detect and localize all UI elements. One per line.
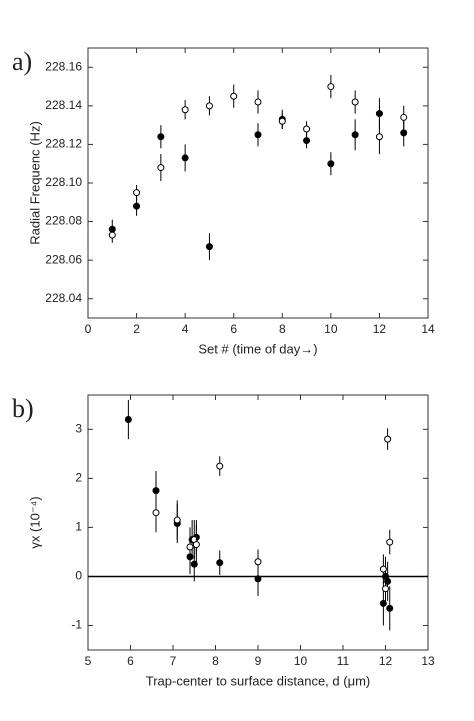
point (351, 98, 359, 106)
y-axis-label: Radial Frequenc (Hz) (27, 121, 42, 245)
y-tick-label: 1 (75, 520, 82, 534)
x-tick-label: 0 (85, 322, 92, 336)
x-axis-label: Trap-center to surface distance, d (μm) (146, 673, 370, 688)
point (157, 133, 165, 141)
x-tick-label: 10 (294, 654, 308, 668)
point (351, 131, 359, 139)
point (327, 160, 335, 168)
x-tick-label: 6 (127, 654, 134, 668)
x-tick-label: 7 (170, 654, 177, 668)
point (400, 113, 408, 121)
point (278, 117, 286, 125)
point (386, 538, 394, 546)
point (230, 92, 238, 100)
point (254, 575, 262, 583)
y-axis-label: γx (10⁻⁴) (27, 496, 42, 548)
y-tick-label: 228.16 (45, 59, 82, 73)
point (382, 585, 389, 593)
y-tick-label: 228.08 (45, 214, 82, 228)
point (152, 487, 160, 495)
x-tick-label: 14 (421, 322, 435, 336)
plot-frame (87, 394, 429, 651)
point (379, 565, 387, 573)
y-tick-label: 2 (75, 471, 82, 485)
y-tick-label: 228.04 (45, 291, 82, 305)
x-tick-label: 4 (182, 322, 189, 336)
point (186, 543, 194, 551)
x-tick-label: 2 (133, 322, 140, 336)
point (152, 509, 160, 517)
y-tick-label: 228.12 (45, 137, 82, 151)
point (108, 231, 116, 239)
point (157, 164, 165, 172)
point (133, 189, 141, 197)
point (303, 125, 311, 133)
x-tick-label: 5 (85, 654, 92, 668)
point (384, 577, 392, 585)
x-tick-label: 13 (421, 654, 435, 668)
point (400, 129, 408, 137)
panel-label: a) (12, 47, 32, 76)
y-tick-label: -1 (71, 618, 82, 632)
point (205, 243, 213, 251)
point (181, 106, 189, 114)
point (173, 516, 181, 524)
y-tick-label: 228.06 (45, 252, 82, 266)
point (190, 560, 198, 568)
panel-label: b) (12, 394, 34, 423)
x-tick-label: 9 (255, 654, 262, 668)
point (205, 102, 213, 110)
point (384, 435, 392, 443)
point (181, 154, 189, 162)
x-tick-label: 6 (230, 322, 237, 336)
x-tick-label: 10 (324, 322, 338, 336)
point (379, 599, 387, 607)
y-tick-label: 228.14 (45, 98, 82, 112)
point (327, 83, 335, 91)
point (133, 202, 141, 210)
x-axis-label: Set # (time of day→) (198, 341, 317, 356)
y-tick-label: 3 (75, 421, 82, 435)
point (216, 462, 224, 470)
point (254, 98, 262, 106)
point (124, 416, 132, 424)
point (375, 133, 383, 141)
point (386, 604, 394, 612)
x-tick-label: 8 (212, 654, 219, 668)
x-tick-label: 8 (279, 322, 286, 336)
x-tick-label: 12 (373, 322, 387, 336)
point (375, 110, 383, 118)
point (254, 131, 262, 139)
point (254, 558, 262, 566)
y-tick-label: 0 (75, 569, 82, 583)
y-tick-label: 228.10 (45, 175, 82, 189)
point (303, 137, 311, 145)
point (192, 541, 200, 549)
plot-frame (87, 47, 429, 319)
x-tick-label: 12 (379, 654, 393, 668)
x-tick-label: 11 (337, 654, 350, 668)
point (216, 559, 224, 567)
